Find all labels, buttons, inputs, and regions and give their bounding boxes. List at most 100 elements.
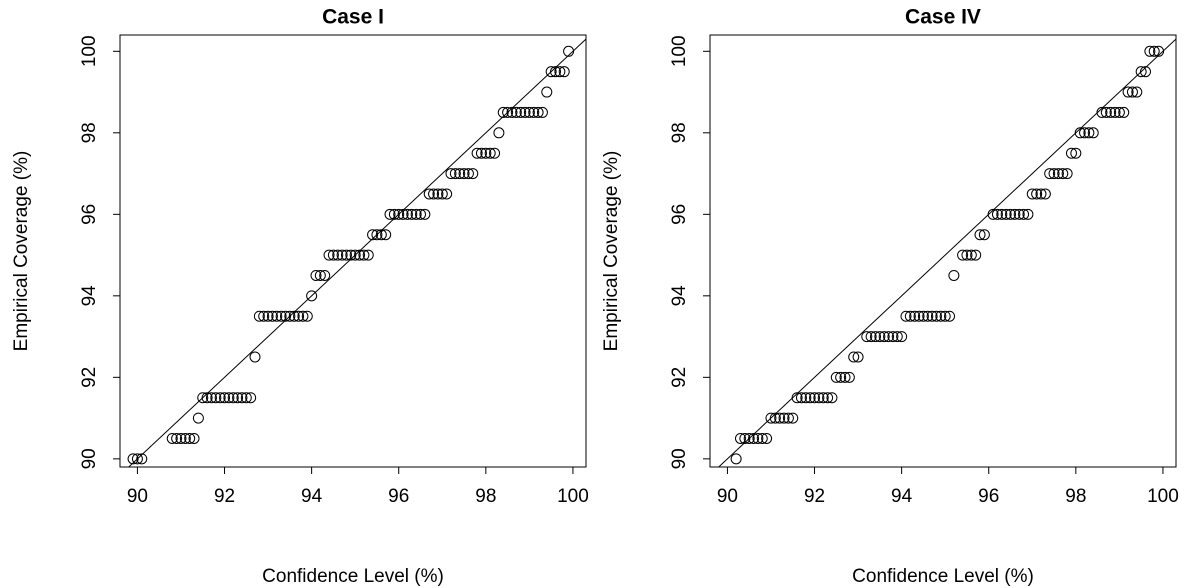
point: [896, 331, 908, 343]
point: [761, 432, 773, 444]
point: [319, 269, 331, 281]
point: [1100, 106, 1112, 118]
point: [904, 310, 916, 322]
point: [878, 331, 890, 343]
point: [367, 229, 379, 241]
point: [1083, 127, 1095, 139]
y-tick-label: 94: [669, 285, 690, 307]
point: [835, 371, 847, 383]
point: [197, 392, 209, 404]
point: [1126, 86, 1138, 98]
plot-box: [709, 34, 1177, 468]
y-tick-label: 94: [79, 285, 100, 307]
point: [883, 331, 895, 343]
point: [887, 331, 899, 343]
point: [970, 249, 982, 261]
point: [1065, 147, 1077, 159]
point: [1044, 168, 1056, 180]
point: [756, 432, 768, 444]
point: [127, 453, 139, 465]
x-tick-label: 94: [891, 486, 913, 507]
point: [462, 168, 474, 180]
x-tick-label: 90: [127, 486, 148, 507]
point: [484, 147, 496, 159]
point: [1135, 66, 1147, 78]
point: [922, 310, 934, 322]
point: [558, 66, 570, 78]
reference-line: [717, 38, 1176, 467]
point: [550, 66, 562, 78]
point: [475, 147, 487, 159]
point: [210, 392, 222, 404]
point: [271, 310, 283, 322]
point: [800, 392, 812, 404]
point: [171, 432, 183, 444]
point: [179, 432, 191, 444]
point: [891, 331, 903, 343]
point: [926, 310, 938, 322]
point: [266, 310, 278, 322]
point: [1079, 127, 1091, 139]
point: [1013, 208, 1025, 220]
point: [219, 392, 231, 404]
point: [554, 66, 566, 78]
point: [1153, 45, 1165, 57]
point: [306, 290, 318, 302]
x-tick-label: 98: [1065, 486, 1086, 507]
point: [310, 269, 322, 281]
point: [323, 249, 335, 261]
x-tick-label: 90: [717, 486, 738, 507]
x-tick-label: 94: [301, 486, 323, 507]
point: [349, 249, 361, 261]
y-axis-label: Empirical Coverage (%): [601, 151, 622, 352]
point: [201, 392, 213, 404]
point: [362, 249, 374, 261]
point: [861, 331, 873, 343]
y-tick-label: 100: [669, 35, 690, 67]
point: [939, 310, 951, 322]
point: [528, 106, 540, 118]
point: [791, 392, 803, 404]
point: [249, 351, 261, 363]
x-tick-label: 100: [557, 486, 589, 507]
plot-box: [119, 34, 587, 468]
point: [769, 412, 781, 424]
point: [917, 310, 929, 322]
y-tick-label: 92: [669, 367, 690, 388]
point: [380, 229, 392, 241]
point: [848, 351, 860, 363]
point: [489, 147, 501, 159]
point: [445, 168, 457, 180]
point: [913, 310, 925, 322]
point: [332, 249, 344, 261]
point: [502, 106, 514, 118]
point: [515, 106, 527, 118]
point: [909, 310, 921, 322]
point: [930, 310, 942, 322]
point: [1061, 168, 1073, 180]
point: [397, 208, 409, 220]
point: [1131, 86, 1143, 98]
point: [327, 249, 339, 261]
chart-title: Case IV: [905, 6, 981, 29]
point: [436, 188, 448, 200]
point: [795, 392, 807, 404]
y-tick-label: 98: [669, 122, 690, 143]
y-axis-label: Empirical Coverage (%): [11, 151, 32, 352]
point: [192, 412, 204, 424]
point: [275, 310, 287, 322]
point: [388, 208, 400, 220]
point: [948, 269, 960, 281]
point: [480, 147, 492, 159]
point: [541, 86, 553, 98]
point: [1105, 106, 1117, 118]
y-tick-label: 92: [79, 367, 100, 388]
point: [817, 392, 829, 404]
x-tick-label: 100: [1147, 486, 1179, 507]
point: [957, 249, 969, 261]
point: [1005, 208, 1017, 220]
point: [1052, 168, 1064, 180]
point: [809, 392, 821, 404]
point: [523, 106, 535, 118]
